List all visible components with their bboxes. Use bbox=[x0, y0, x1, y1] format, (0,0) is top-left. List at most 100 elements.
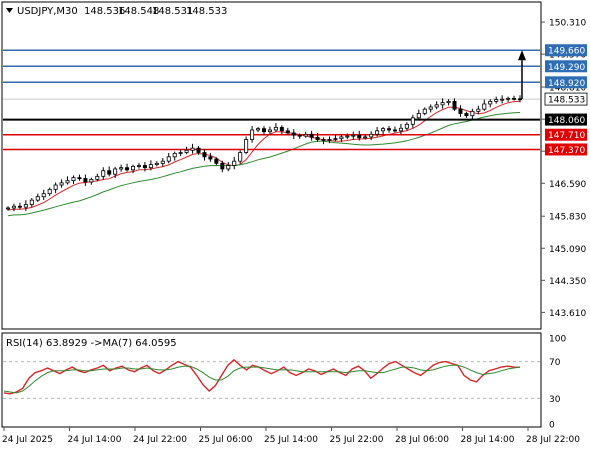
rsi-tick-label: 0 bbox=[549, 421, 555, 431]
candle-body bbox=[416, 113, 421, 119]
time-tick-label: 28 Jul 14:00 bbox=[461, 435, 515, 445]
candle-body bbox=[476, 108, 481, 112]
candle-body bbox=[297, 134, 302, 137]
price-tick-label: 150.310 bbox=[549, 19, 586, 29]
price-axis: 150.310149.570148.810148.070147.330146.5… bbox=[541, 19, 586, 319]
candle-body bbox=[279, 126, 284, 132]
ohlc-high: 148.548 bbox=[118, 6, 159, 17]
rsi-panel: 100 70 30 0 RSI(14) 63.8929 ->MA(7) 64.0595 bbox=[1, 332, 566, 431]
level-lines bbox=[3, 49, 540, 151]
price-panel-frame bbox=[1, 1, 542, 330]
candle-body bbox=[303, 133, 308, 137]
time-tick-label: 28 Jul 22:00 bbox=[526, 435, 580, 445]
candle-body bbox=[327, 139, 332, 141]
candle-body bbox=[166, 156, 171, 162]
rsi-title: RSI(14) 63.8929 ->MA(7) 64.0595 bbox=[6, 338, 177, 349]
candle-body bbox=[214, 158, 219, 164]
candle-body bbox=[464, 113, 469, 117]
candle-body bbox=[398, 127, 403, 132]
candle-body bbox=[65, 180, 70, 184]
candle-body bbox=[184, 149, 189, 153]
candle-body bbox=[518, 98, 523, 101]
chevron-down-icon[interactable] bbox=[6, 8, 13, 13]
candle-body bbox=[392, 129, 397, 132]
candle-body bbox=[446, 100, 451, 104]
candle-body bbox=[77, 177, 82, 180]
candle-body bbox=[512, 97, 517, 100]
candle-body bbox=[17, 205, 22, 208]
candle-body bbox=[101, 170, 106, 177]
candle-body bbox=[369, 133, 374, 138]
candle-body bbox=[375, 130, 380, 135]
candle-body bbox=[345, 135, 350, 138]
candle-body bbox=[506, 97, 511, 100]
candle-body bbox=[351, 134, 356, 137]
level-tag bbox=[545, 44, 587, 57]
candle-body bbox=[500, 98, 505, 101]
candle-body bbox=[238, 152, 243, 162]
candle-body bbox=[89, 178, 94, 183]
candle-body bbox=[202, 152, 207, 158]
level-tags: 149.660 149.290 148.920 148.060 147.710 147.3… bbox=[544, 44, 588, 156]
ohlc-open: 148.536 bbox=[84, 6, 125, 17]
candle-body bbox=[35, 196, 40, 201]
price-tick-label: 145.090 bbox=[549, 245, 586, 255]
rsi-lines bbox=[3, 358, 521, 395]
candle-body bbox=[291, 132, 296, 136]
level-tag bbox=[545, 128, 587, 141]
candle-body bbox=[273, 126, 278, 131]
candle-body bbox=[244, 139, 249, 153]
level-tag bbox=[545, 60, 587, 73]
candle-body bbox=[125, 167, 130, 171]
level-tag-label: 147.370 bbox=[548, 146, 585, 156]
price-panel: 150.310149.570148.810148.070147.330146.5… bbox=[1, 1, 588, 330]
candle-body bbox=[220, 162, 225, 170]
candle-body bbox=[315, 136, 320, 140]
candle-body bbox=[452, 100, 457, 110]
candle-body bbox=[434, 104, 439, 108]
candle-body bbox=[23, 204, 28, 208]
target-arrow bbox=[518, 50, 526, 100]
candle-body bbox=[41, 193, 46, 198]
candle-body bbox=[232, 160, 237, 166]
price-tick-label: 145.830 bbox=[549, 213, 586, 223]
level-tag-label: 147.710 bbox=[548, 131, 585, 141]
candle-body bbox=[190, 147, 195, 151]
candle-body bbox=[267, 129, 272, 133]
candle-body bbox=[309, 133, 314, 138]
rsi-tick-label: 100 bbox=[549, 335, 566, 345]
price-tick-label: 146.590 bbox=[549, 180, 586, 190]
rsi-ma-line bbox=[3, 364, 521, 394]
candle-body bbox=[428, 106, 433, 110]
level-tag-label: 148.060 bbox=[548, 116, 585, 126]
current-price-label: 148.533 bbox=[548, 96, 585, 106]
candle-body bbox=[131, 165, 136, 171]
level-tag bbox=[545, 143, 587, 156]
time-tick-label: 25 Jul 22:00 bbox=[330, 435, 384, 445]
time-tick-label: 25 Jul 06:00 bbox=[199, 435, 253, 445]
candle-body bbox=[154, 162, 159, 166]
ohlc-close: 148.533 bbox=[186, 6, 227, 17]
rsi-axis: 100 70 30 0 bbox=[549, 335, 566, 431]
candle-body bbox=[458, 108, 463, 114]
price-tick-label: 148.810 bbox=[549, 84, 586, 94]
rsi-panel-frame bbox=[1, 332, 542, 428]
rsi-tick-label: 30 bbox=[549, 395, 561, 405]
candle-body bbox=[321, 139, 326, 141]
symbol-timeframe: USDJPY,M30 bbox=[17, 6, 78, 17]
candle-body bbox=[422, 108, 427, 114]
candle-body bbox=[148, 164, 153, 169]
candle-body bbox=[113, 168, 118, 175]
candle-body bbox=[160, 160, 165, 164]
moving-average-line bbox=[7, 112, 521, 217]
candle-body bbox=[119, 167, 124, 170]
candle-body bbox=[178, 152, 183, 154]
candle-body bbox=[53, 184, 58, 190]
candle-body bbox=[226, 165, 231, 170]
candle-body bbox=[71, 177, 76, 182]
level-tag-label: 149.660 bbox=[548, 47, 585, 57]
arrow-head bbox=[518, 50, 526, 61]
candle-body bbox=[387, 128, 392, 131]
candle-body bbox=[142, 165, 147, 169]
